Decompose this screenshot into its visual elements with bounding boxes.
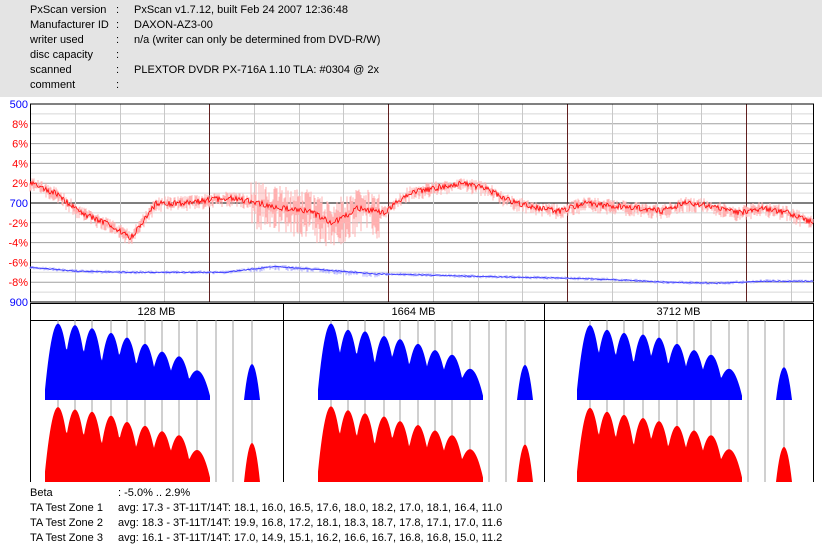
- red-axis-tick: -2%: [8, 218, 28, 230]
- red-axis-tick: 2%: [12, 178, 28, 190]
- info-separator: :: [116, 4, 120, 16]
- panel-label: 3712 MB: [656, 306, 700, 318]
- info-separator: :: [116, 49, 120, 61]
- blue-histogram-3t-11t: [577, 325, 742, 400]
- red-axis-tick: 6%: [12, 139, 28, 151]
- beta-row: Beta : -5.0% .. 2.9%: [30, 486, 190, 501]
- info-row: disc capacity:: [30, 48, 134, 63]
- blue-histogram-3t-11t: [318, 323, 483, 400]
- ta-zone-label: TA Test Zone 3: [30, 532, 103, 544]
- ta-zone-value: avg: 17.3 - 3T-11T/14T: 18.1, 16.0, 16.5…: [118, 502, 503, 514]
- red-axis-tick: -4%: [8, 238, 28, 250]
- info-key: writer used: [30, 34, 84, 46]
- info-value: n/a (writer can only be determined from …: [134, 34, 381, 46]
- red-axis-tick: 4%: [12, 158, 28, 170]
- blue-axis-tick: 500: [10, 99, 28, 111]
- red-histogram-3t-11t: [318, 406, 483, 482]
- red-axis-tick: 8%: [12, 119, 28, 131]
- info-row: scanned: PLEXTOR DVDR PX-716A 1.10 TLA: #…: [30, 63, 379, 78]
- blue-histogram-14t: [239, 364, 265, 400]
- pi8-series: [29, 265, 814, 285]
- jitter-range: [29, 178, 814, 247]
- ta-zone-label: TA Test Zone 1: [30, 502, 103, 514]
- blue-histogram-14t: [512, 364, 538, 400]
- red-histogram-3t-11t: [577, 407, 742, 482]
- info-row: PxScan version: PxScan v1.7.12, built Feb…: [30, 3, 348, 18]
- scan-chart: 500 8% 6% 4% 2% 700 -2% -4% -6% -8% 900 128 MB 1664 …: [8, 99, 814, 482]
- jitter-series: [29, 180, 814, 241]
- info-key: comment: [30, 79, 76, 91]
- beta-value: : -5.0% .. 2.9%: [118, 487, 191, 499]
- panel-label: 1664 MB: [391, 306, 435, 318]
- ta-zone-row: TA Test Zone 3 avg: 16.1 - 3T-11T/14T: 17…: [30, 531, 502, 546]
- red-histogram-3t-11t: [45, 407, 210, 482]
- info-separator: :: [116, 64, 120, 76]
- ta-zone-label: TA Test Zone 2: [30, 517, 103, 529]
- panel-label: 128 MB: [138, 306, 176, 318]
- ta-zone-row: TA Test Zone 1 avg: 17.3 - 3T-11T/14T: 18…: [30, 501, 502, 516]
- beta-label: Beta: [30, 487, 53, 499]
- info-value: DAXON-AZ3-00: [134, 19, 213, 31]
- ta-zone-row: TA Test Zone 2 avg: 18.3 - 3T-11T/14T: 19…: [30, 516, 502, 531]
- info-key: disc capacity: [30, 49, 93, 61]
- ta-zone-value: avg: 18.3 - 3T-11T/14T: 19.9, 16.8, 17.2…: [118, 517, 503, 529]
- info-row: comment:: [30, 78, 134, 93]
- info-separator: :: [116, 79, 120, 91]
- red-histogram-14t: [771, 446, 797, 482]
- blue-axis-tick: 900: [10, 297, 28, 309]
- ta-zone-value: avg: 16.1 - 3T-11T/14T: 17.0, 14.9, 15.1…: [118, 532, 503, 544]
- blue-axis-tick: 700: [10, 198, 28, 210]
- red-histogram-14t: [239, 443, 265, 482]
- info-value: PLEXTOR DVDR PX-716A 1.10 TLA: #0304 @ 2…: [134, 64, 379, 76]
- scan-info-header: PxScan version: PxScan v1.7.12, built Feb…: [0, 0, 822, 97]
- info-separator: :: [116, 34, 120, 46]
- red-axis-tick: -8%: [8, 277, 28, 289]
- info-separator: :: [116, 19, 120, 31]
- info-key: PxScan version: [30, 4, 107, 16]
- info-key: scanned: [30, 64, 72, 76]
- blue-histogram-3t-11t: [45, 323, 210, 400]
- info-key: Manufacturer ID: [30, 19, 109, 31]
- red-axis-tick: -6%: [8, 257, 28, 269]
- red-histogram-14t: [512, 444, 538, 482]
- info-row: writer used: n/a (writer can only be dete…: [30, 33, 380, 48]
- blue-histogram-14t: [771, 367, 797, 400]
- info-value: PxScan v1.7.12, built Feb 24 2007 12:36:…: [134, 4, 349, 16]
- plot-frame: [30, 103, 814, 303]
- info-row: Manufacturer ID: DAXON-AZ3-00: [30, 18, 213, 33]
